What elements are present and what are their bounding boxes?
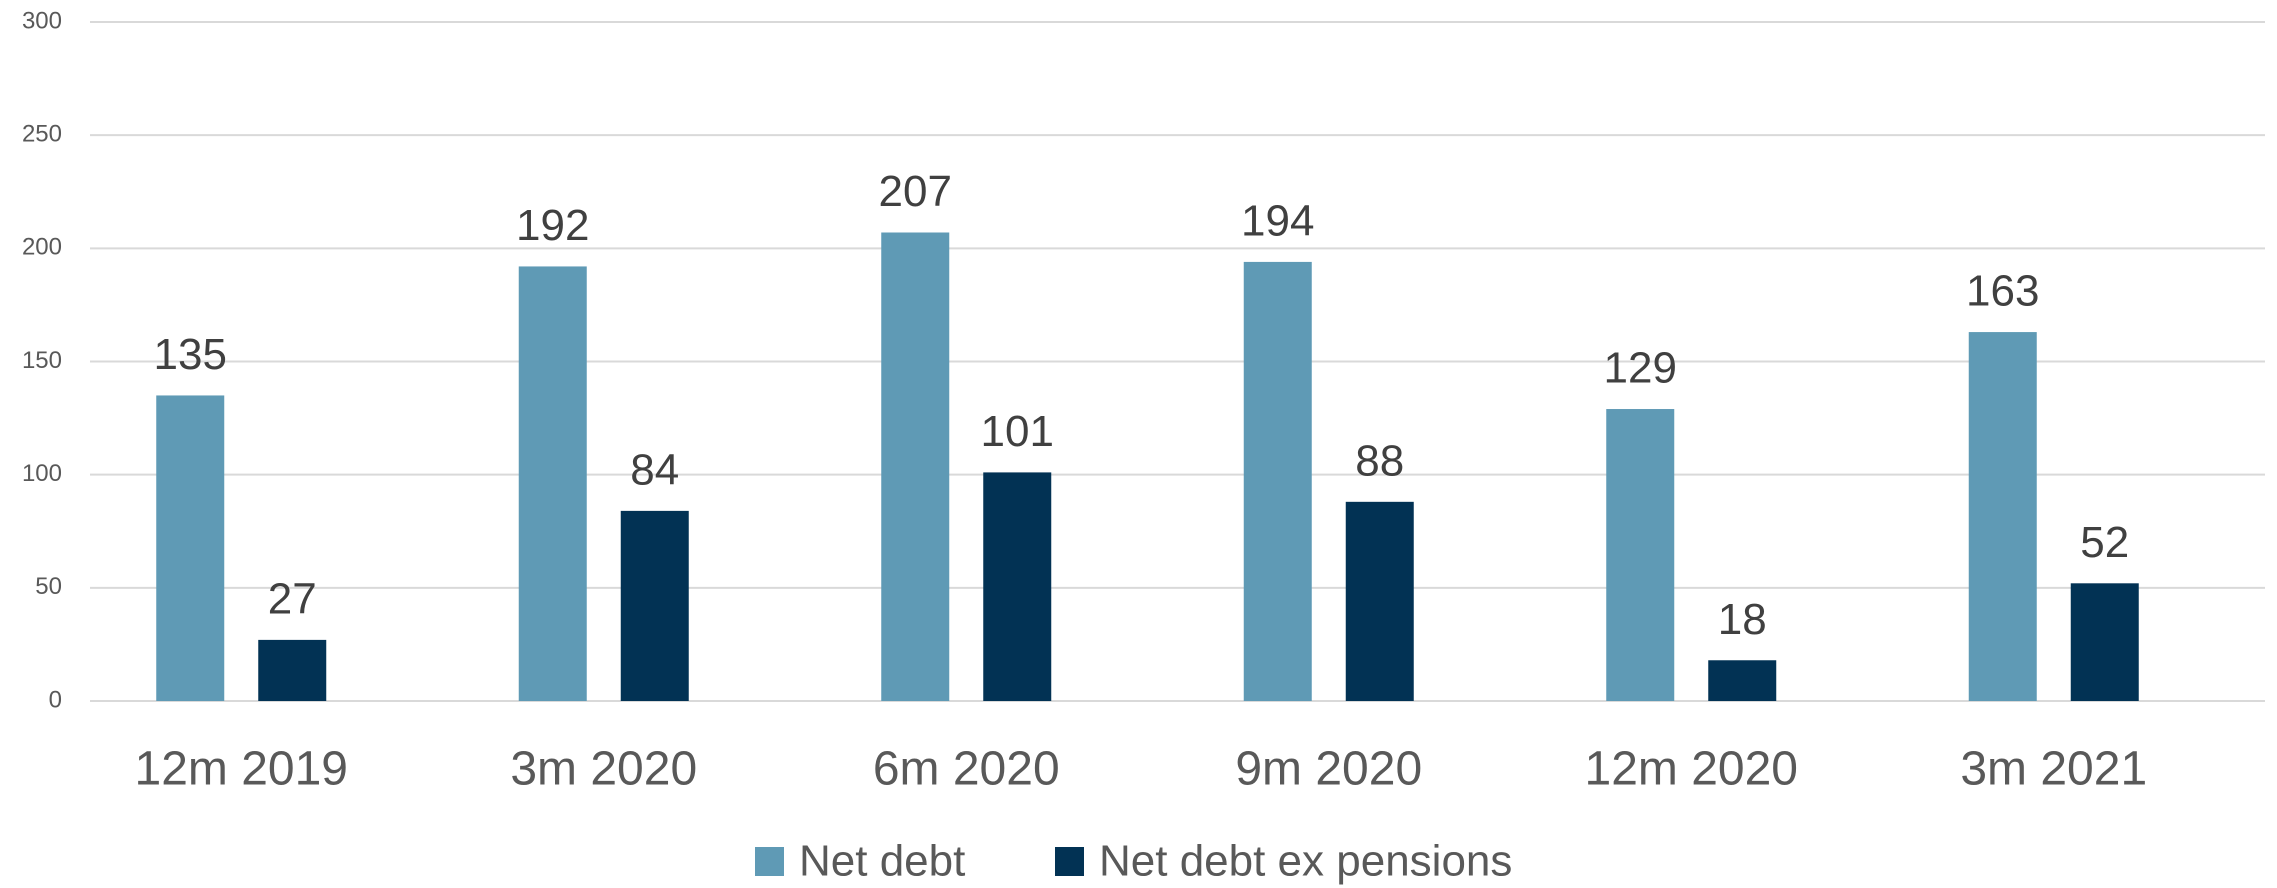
bar [1968,332,2037,701]
data-label: 207 [879,167,952,216]
legend-label: Net debt ex pensions [1099,837,1512,886]
data-label: 101 [981,407,1054,456]
x-tick-label: 3m 2020 [510,743,697,796]
x-tick-label: 9m 2020 [1235,743,1422,796]
legend-swatch [755,847,784,876]
legend-label: Net debt [799,837,965,886]
y-tick-label: 300 [22,7,62,34]
data-label: 192 [516,201,589,250]
data-label: 84 [630,446,679,495]
bar [518,266,587,701]
x-tick-label: 12m 2020 [1585,743,1799,796]
y-tick-label: 100 [22,460,62,487]
data-label: 52 [2080,518,2129,567]
bar [258,639,327,701]
y-tick-label: 50 [35,573,62,600]
legend-swatch [1055,847,1084,876]
bar [983,472,1052,701]
bar [2070,583,2139,701]
data-label: 194 [1241,197,1314,246]
bar [156,395,225,701]
data-label: 129 [1604,344,1677,393]
y-tick-label: 200 [22,234,62,261]
data-label: 27 [268,575,317,624]
bar [1606,409,1675,701]
y-tick-label: 0 [49,686,62,713]
y-tick-label: 250 [22,121,62,148]
x-tick-label: 3m 2021 [1960,743,2147,796]
data-label: 163 [1966,267,2039,316]
data-label: 135 [154,330,227,379]
bar [1708,660,1777,701]
y-tick-label: 150 [22,347,62,374]
data-label: 88 [1355,436,1404,485]
x-tick-label: 12m 2019 [135,743,349,796]
bar [881,232,950,702]
data-label: 18 [1718,595,1767,644]
bar [1243,261,1312,701]
x-tick-label: 6m 2020 [873,743,1060,796]
bar [1345,501,1414,701]
bar [620,510,689,701]
